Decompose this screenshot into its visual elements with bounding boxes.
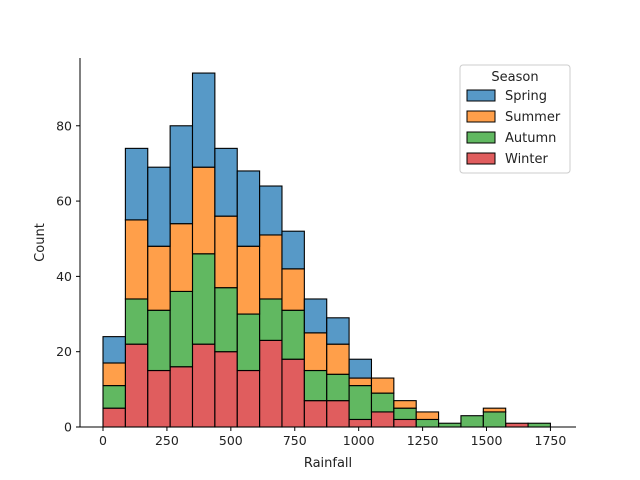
y-tick-label-80: 80 bbox=[56, 118, 72, 133]
bar-winter-3 bbox=[169, 366, 194, 428]
bar-spring-6 bbox=[236, 170, 261, 247]
bar-summer-10 bbox=[326, 343, 350, 375]
legend-title: Season bbox=[491, 70, 538, 85]
bar-winter-13 bbox=[393, 418, 417, 428]
x-tick-label-0: 0 bbox=[99, 433, 107, 448]
axes-layer: 0 250 500 750 1000 1250 1500 1750 0 20 40 60 80 bbox=[56, 58, 576, 448]
legend-swatch-spring bbox=[466, 89, 496, 102]
y-tick-label-0: 0 bbox=[64, 420, 72, 435]
bar-autumn-2 bbox=[147, 309, 171, 372]
bar-winter-5 bbox=[214, 351, 238, 428]
bar-summer-13 bbox=[393, 400, 417, 409]
bar-autumn-10 bbox=[326, 373, 350, 402]
bar-autumn-14 bbox=[415, 418, 440, 428]
legend-items: Spring Summer Autumn Winter bbox=[466, 89, 561, 167]
bar-autumn-11 bbox=[348, 385, 373, 421]
bar-spring-8 bbox=[281, 230, 305, 270]
bar-spring-0 bbox=[102, 336, 126, 364]
bar-summer-6 bbox=[236, 245, 261, 315]
bar-summer-14 bbox=[415, 411, 440, 421]
bar-summer-5 bbox=[214, 215, 238, 289]
bar-winter-12 bbox=[370, 411, 395, 428]
bar-winter-6 bbox=[236, 369, 261, 428]
bar-spring-5 bbox=[214, 147, 238, 217]
bar-autumn-8 bbox=[281, 309, 305, 360]
x-tick-label-1250: 1250 bbox=[407, 433, 439, 448]
bar-spring-9 bbox=[303, 298, 328, 334]
legend-swatch-winter bbox=[466, 152, 496, 165]
x-tick-label-1000: 1000 bbox=[343, 433, 375, 448]
bar-winter-11 bbox=[348, 418, 373, 428]
bar-spring-1 bbox=[124, 147, 149, 221]
legend-label-autumn: Autumn bbox=[505, 131, 556, 146]
x-tick-label-1500: 1500 bbox=[471, 433, 503, 448]
legend-label-winter: Winter bbox=[505, 152, 549, 167]
bar-winter-0 bbox=[102, 407, 126, 428]
bar-autumn-4 bbox=[191, 253, 216, 345]
bar-spring-10 bbox=[326, 317, 350, 345]
y-tick-label-40: 40 bbox=[56, 269, 72, 284]
bar-summer-1 bbox=[124, 219, 149, 300]
bar-autumn-16 bbox=[460, 415, 484, 428]
legend-label-spring: Spring bbox=[505, 89, 547, 104]
bar-autumn-9 bbox=[303, 369, 328, 402]
bar-summer-0 bbox=[102, 362, 126, 387]
bar-autumn-5 bbox=[214, 287, 238, 353]
bar-autumn-3 bbox=[169, 290, 194, 368]
bar-winter-9 bbox=[303, 400, 328, 428]
bars-layer bbox=[102, 72, 551, 428]
bar-summer-2 bbox=[147, 245, 171, 311]
bar-autumn-19 bbox=[527, 422, 551, 428]
bar-spring-7 bbox=[259, 185, 283, 236]
legend-label-summer: Summer bbox=[505, 110, 561, 125]
bar-summer-9 bbox=[303, 332, 328, 372]
bar-summer-8 bbox=[281, 268, 305, 311]
bar-summer-17 bbox=[482, 407, 507, 413]
bar-autumn-0 bbox=[102, 385, 126, 409]
y-axis-label: Count bbox=[33, 223, 48, 262]
legend: Season Spring Summer Autumn Winter bbox=[459, 64, 571, 174]
bar-autumn-13 bbox=[393, 407, 417, 421]
legend-swatch-autumn bbox=[466, 131, 496, 144]
bar-winter-18 bbox=[505, 422, 529, 428]
bar-autumn-12 bbox=[370, 392, 395, 413]
bar-summer-7 bbox=[259, 234, 283, 300]
bar-winter-10 bbox=[326, 400, 350, 428]
legend-swatch-summer bbox=[466, 110, 496, 123]
bar-winter-8 bbox=[281, 358, 305, 428]
bar-autumn-7 bbox=[259, 298, 283, 341]
x-tick-label-750: 750 bbox=[283, 433, 307, 448]
x-axis-label: Rainfall bbox=[304, 456, 352, 471]
bar-autumn-17 bbox=[482, 411, 507, 428]
bar-winter-1 bbox=[124, 343, 149, 428]
bar-autumn-15 bbox=[438, 422, 462, 428]
bar-spring-11 bbox=[348, 358, 373, 379]
bar-spring-3 bbox=[169, 125, 194, 225]
bar-winter-7 bbox=[259, 339, 283, 428]
bar-autumn-6 bbox=[236, 313, 261, 372]
bar-summer-12 bbox=[370, 377, 395, 394]
bar-autumn-1 bbox=[124, 298, 149, 345]
y-tick-label-20: 20 bbox=[56, 344, 72, 359]
bar-spring-4 bbox=[191, 72, 216, 168]
bar-summer-11 bbox=[348, 377, 373, 387]
x-tick-label-1750: 1750 bbox=[535, 433, 567, 448]
bar-summer-3 bbox=[169, 223, 194, 292]
bar-summer-4 bbox=[191, 166, 216, 255]
x-tick-label-500: 500 bbox=[219, 433, 243, 448]
bar-winter-2 bbox=[147, 369, 171, 428]
x-tick-label-250: 250 bbox=[155, 433, 179, 448]
y-tick-label-60: 60 bbox=[56, 194, 72, 209]
bar-spring-2 bbox=[147, 166, 171, 247]
bar-winter-4 bbox=[191, 343, 216, 428]
